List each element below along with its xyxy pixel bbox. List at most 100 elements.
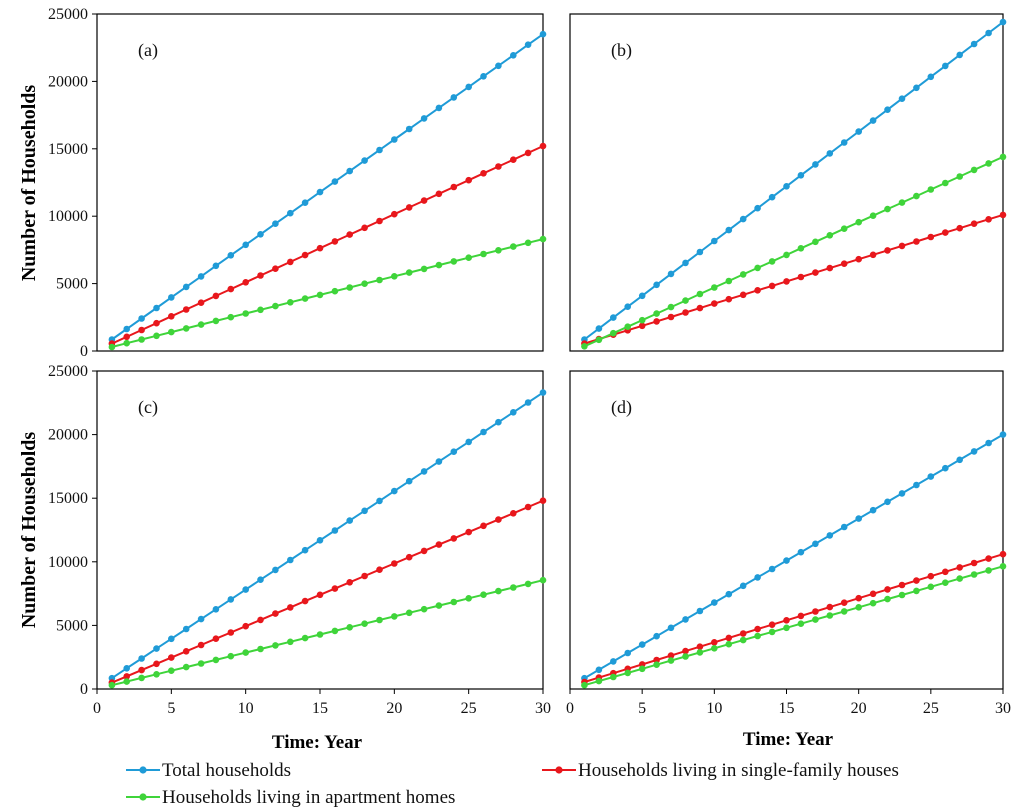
data-point (153, 332, 160, 340)
data-point (242, 622, 249, 630)
data-point (869, 117, 877, 124)
data-point (212, 656, 220, 664)
data-point (970, 220, 978, 227)
data-point (138, 674, 145, 682)
data-point (927, 186, 935, 193)
data-point (682, 647, 689, 655)
series-single-family (581, 211, 1007, 347)
data-point (826, 264, 834, 272)
data-point (391, 273, 398, 280)
panel-b: (b) (569, 13, 1007, 352)
data-point (812, 238, 819, 246)
data-point (812, 616, 819, 623)
data-point (884, 205, 891, 213)
data-point (391, 136, 398, 143)
data-point (754, 204, 761, 212)
data-point (539, 235, 547, 243)
data-point (510, 584, 517, 591)
data-point (999, 550, 1007, 558)
data-point (242, 279, 249, 286)
data-point (595, 325, 603, 332)
data-point (123, 678, 130, 685)
data-point (956, 564, 963, 571)
data-point (696, 607, 704, 615)
data-point (212, 292, 220, 300)
data-point (898, 199, 906, 206)
data-point (524, 503, 532, 511)
legend-item-total: Total households (126, 760, 291, 781)
data-point (405, 553, 413, 561)
data-point (869, 590, 877, 598)
data-point (855, 594, 862, 602)
data-point (956, 51, 963, 59)
data-point (524, 580, 532, 588)
x-tick-label: 30 (995, 700, 1011, 717)
data-point (696, 643, 704, 650)
data-point (653, 281, 660, 289)
data-point (480, 73, 487, 80)
data-point (797, 172, 805, 179)
data-point (480, 428, 487, 436)
data-point (123, 325, 130, 333)
data-point (524, 239, 532, 247)
data-point (884, 498, 891, 506)
data-point (450, 535, 458, 542)
plot-frame (569, 370, 1004, 690)
data-point (898, 242, 906, 250)
data-point (212, 317, 220, 325)
data-point (510, 243, 517, 250)
data-point (123, 665, 130, 672)
x-tick-label: 20 (851, 700, 867, 717)
data-point (331, 627, 339, 635)
data-point (197, 615, 205, 623)
data-point (227, 252, 235, 259)
data-point (783, 183, 790, 190)
data-point (970, 571, 978, 578)
data-point (768, 628, 776, 636)
data-point (376, 276, 383, 284)
data-point (495, 587, 502, 595)
data-point (581, 343, 588, 350)
data-point (182, 325, 190, 332)
data-point (942, 568, 949, 576)
data-point (783, 251, 790, 259)
x-axis-title-left: Time: Year (272, 732, 363, 753)
data-point (768, 193, 776, 201)
data-point (956, 173, 963, 180)
panel-label: (c) (138, 397, 158, 418)
data-point (725, 295, 733, 303)
series-total (581, 431, 1007, 682)
data-point (913, 577, 920, 584)
data-point (884, 595, 891, 603)
plot-frame (96, 13, 544, 352)
data-point (346, 231, 354, 238)
data-point (153, 645, 160, 652)
data-point (316, 188, 324, 196)
data-point (768, 621, 776, 628)
data-point (999, 211, 1007, 219)
data-point (510, 156, 517, 163)
data-point (739, 215, 747, 223)
data-point (985, 439, 992, 447)
data-point (450, 183, 458, 191)
panel-c: (c) 0 5000 10000 15000 20000 25000 0 5 10 15 20 25 30 (48, 363, 551, 717)
data-point (376, 146, 383, 154)
x-tick-label: 10 (706, 700, 722, 717)
data-point (361, 572, 368, 580)
data-point (797, 620, 805, 627)
data-point (257, 645, 264, 653)
data-point (927, 572, 935, 580)
y-axis-title-bottom: Number of Households (18, 432, 40, 629)
data-point (138, 315, 145, 322)
data-point (970, 40, 978, 48)
data-point (812, 161, 819, 168)
data-point (840, 523, 848, 531)
data-point (624, 323, 631, 331)
data-point (539, 497, 547, 505)
series-apartment (581, 153, 1007, 350)
data-point (768, 565, 776, 573)
data-point (182, 663, 190, 671)
data-point (376, 616, 383, 624)
data-point (653, 310, 660, 317)
data-point (153, 660, 160, 668)
